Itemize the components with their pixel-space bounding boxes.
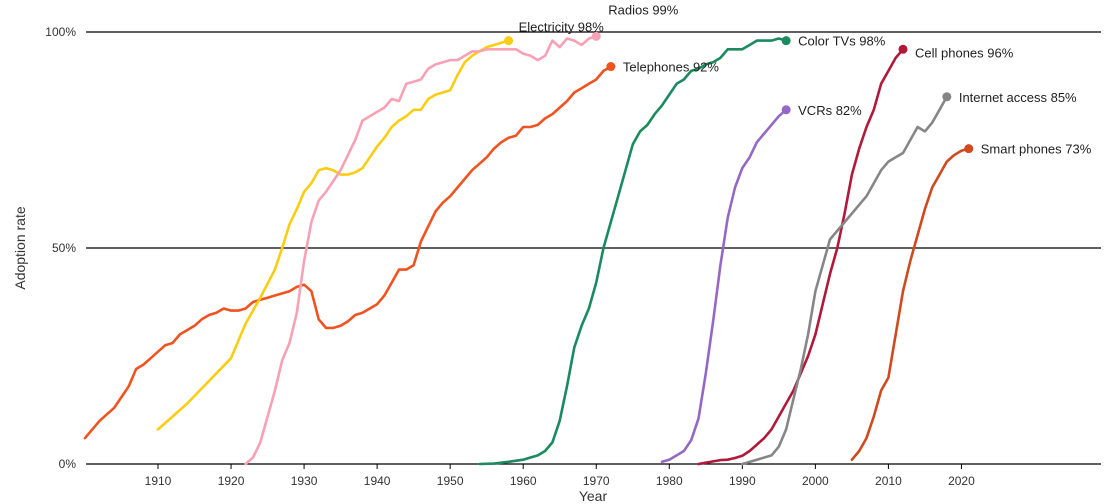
x-tick-label: 1930 (291, 474, 318, 488)
x-tick-label: 1980 (656, 474, 683, 488)
series-line-electricity (156, 39, 510, 431)
series-label-internet-access: Internet access 85% (959, 90, 1077, 105)
series-end-point-color-tvs (781, 36, 791, 46)
series-label-radios: Radios 99% (608, 2, 679, 17)
series-line-color-tvs (478, 37, 788, 466)
series-lines (83, 31, 974, 466)
x-tick-label: 2020 (948, 474, 975, 488)
series-label-cell-phones: Cell phones 96% (915, 45, 1014, 60)
series-line-internet-access (740, 95, 949, 466)
series-end-point-vcrs (781, 105, 791, 115)
axis-ticks: 0% 50% 100% 1910 1920 1930 1940 1950 1960 1970 198… (45, 25, 975, 488)
series-end-point-internet-access (942, 92, 952, 102)
x-tick-label: 2010 (875, 474, 902, 488)
series-labels: Telephones 92% Electricity 98%Radios 99% C… (519, 2, 1092, 156)
series-end-point-telephones (606, 62, 616, 72)
series-line-smart-phones (850, 147, 971, 462)
series-label-electricity: Electricity 98% (519, 20, 605, 35)
series-line-vcrs (660, 108, 788, 464)
series-line-radios (244, 34, 598, 466)
series-line-telephones (83, 65, 613, 440)
series-label-vcrs: VCRs 82% (798, 103, 862, 118)
series-end-point-smart-phones (964, 144, 974, 154)
gridlines (86, 31, 1101, 465)
x-tick-label: 2000 (802, 474, 829, 488)
y-tick-label: 0% (59, 457, 77, 471)
x-tick-label: 1950 (437, 474, 464, 488)
series-end-point-electricity (504, 36, 514, 46)
x-axis-title: Year (579, 488, 608, 504)
x-tick-label: 1990 (729, 474, 756, 488)
x-tick-label: 1970 (583, 474, 610, 488)
x-tick-label: 1940 (364, 474, 391, 488)
series-end-point-radios (591, 31, 601, 41)
y-tick-label: 50% (52, 241, 76, 255)
series-label-color-tvs: Color TVs 98% (798, 34, 886, 49)
y-tick-label: 100% (45, 25, 76, 39)
y-axis-title: Adoption rate (12, 206, 28, 289)
series-end-point-cell-phones (898, 44, 908, 54)
series-label-telephones: Telephones 92% (623, 60, 720, 75)
series-label-smart-phones: Smart phones 73% (981, 142, 1092, 157)
x-tick-label: 1960 (510, 474, 537, 488)
x-tick-label: 1910 (145, 474, 172, 488)
x-tick-label: 1920 (218, 474, 245, 488)
